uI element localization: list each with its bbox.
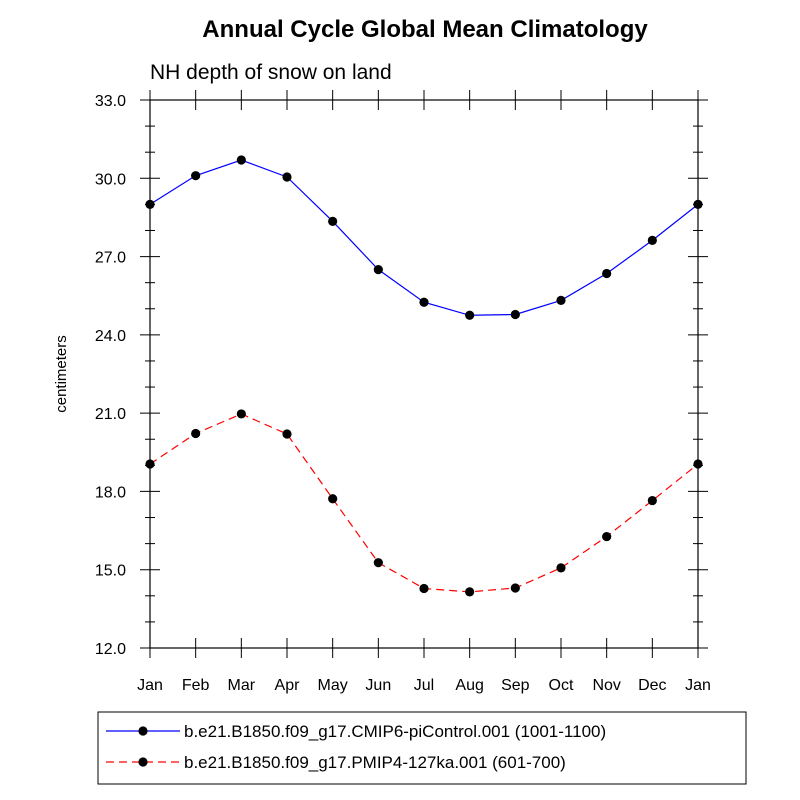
x-tick-label: Dec [638,677,666,694]
legend: b.e21.B1850.f09_g17.CMIP6-piControl.001 … [97,711,747,785]
series-1-point [191,171,201,181]
y-tick-label: 15.0 [95,563,126,580]
legend-label-1: b.e21.B1850.f09_g17.CMIP6-piControl.001 … [184,722,606,741]
series-2-point [191,428,201,439]
series-2-point [145,459,155,469]
y-tick-label: 30.0 [95,171,126,188]
series-1-point [419,297,429,307]
x-tick-label: Jan [137,677,163,694]
legend-box [97,711,747,785]
chart-title: Annual Cycle Global Mean Climatology [202,16,648,43]
series-2-point [693,459,703,469]
series-2-point [510,583,520,593]
y-tick-labels: 12.0 15.0 18.0 21.0 24.0 27.0 30.0 33.0 [95,93,126,658]
series-2-point [556,563,566,573]
x-tick-label: Aug [455,677,483,694]
series-1-point [556,295,566,306]
y-axis-label: centimeters [53,335,70,413]
y-tick-label: 33.0 [95,93,126,110]
x-tick-label: Apr [275,677,301,694]
axis-ticks [140,90,708,658]
x-tick-label: Mar [228,677,256,694]
series-1-point [602,268,612,279]
series-2-point [236,409,246,419]
legend-items: b.e21.B1850.f09_g17.CMIP6-piControl.001 … [106,722,606,772]
y-tick-label: 27.0 [95,250,126,267]
series-2-point [602,531,612,542]
series-2-point [647,495,657,506]
plot-frame [149,99,699,649]
x-tick-label: Oct [549,677,574,694]
x-tick-labels: Jan Feb Mar Apr May Jun Jul Aug Sep Oct Nov Dec Jan [137,677,711,694]
series-line-2 [149,413,699,593]
legend-marker-1 [138,726,148,736]
x-tick-label: May [318,677,348,694]
chart-subtitle: NH depth of snow on land [150,61,392,84]
series-1-point [373,265,383,275]
series-layer [145,155,703,597]
legend-marker-2 [138,757,148,767]
y-tick-label: 24.0 [95,328,126,345]
x-tick-label: Jan [685,677,711,694]
y-tick-label: 18.0 [95,484,126,501]
series-2-point [465,587,475,597]
series-1-point [282,172,292,182]
series-1-point [647,235,657,245]
series-2-point [328,494,338,504]
series-2-point [373,558,383,568]
x-tick-label: Sep [501,677,530,694]
y-tick-label: 12.0 [95,641,126,658]
x-tick-label: Nov [592,677,620,694]
series-1-point [328,216,338,226]
series-line-1 [149,159,699,316]
series-1-point [236,155,246,165]
x-tick-label: Jun [365,677,391,694]
series-1-point [510,309,520,320]
series-2-point [282,429,292,439]
series-1-point [693,199,703,209]
x-tick-label: Jul [414,677,434,694]
series-1-point [145,199,155,209]
series-1-point [465,310,475,320]
series-2-point [419,583,429,594]
x-tick-label: Feb [182,677,210,694]
y-tick-label: 21.0 [95,406,126,423]
legend-label-2: b.e21.B1850.f09_g17.PMIP4-127ka.001 (601… [184,753,566,772]
